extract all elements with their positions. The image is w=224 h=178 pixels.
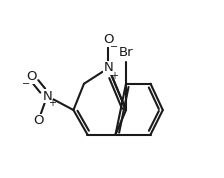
Text: −: − [110,42,118,52]
Text: Br: Br [119,46,133,59]
Text: O: O [103,33,114,46]
Text: O: O [33,114,44,127]
Text: N: N [42,90,52,103]
Text: +: + [48,98,56,108]
Text: O: O [26,70,37,83]
Text: +: + [110,71,118,81]
Text: −: − [22,79,30,89]
Text: N: N [104,61,113,74]
